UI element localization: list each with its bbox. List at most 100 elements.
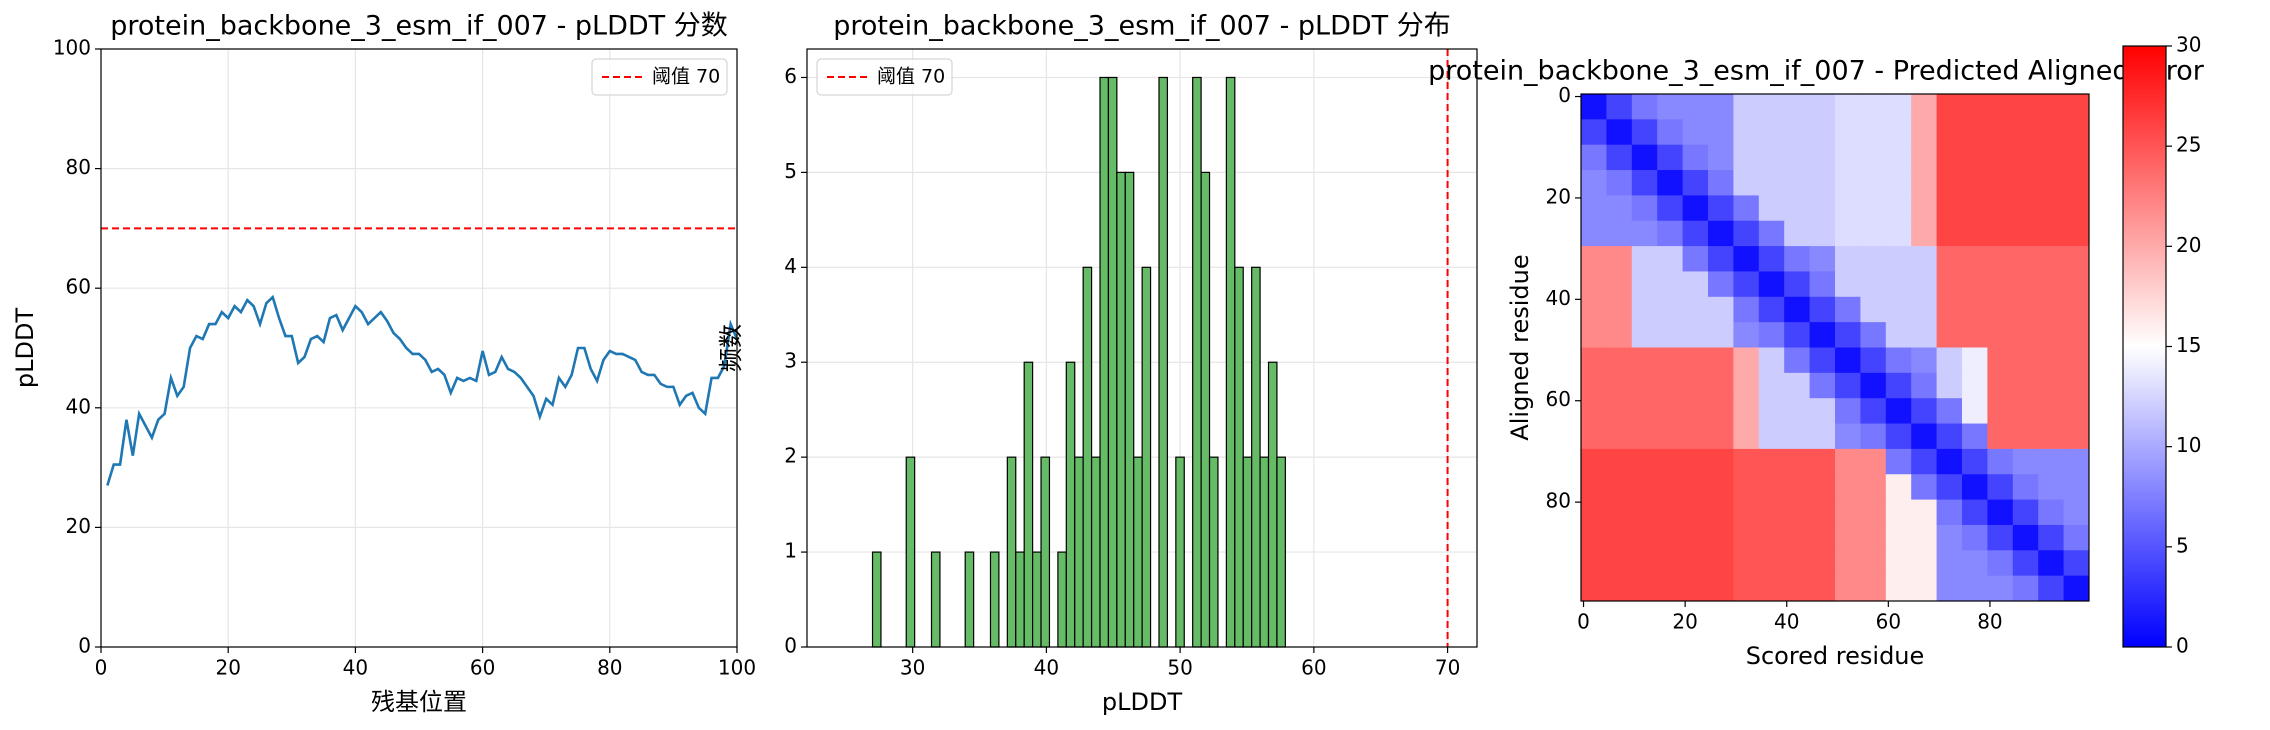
heatmap-cell — [2063, 575, 2090, 602]
heatmap-cell — [1758, 524, 1785, 551]
x-tick-label: 0 — [1577, 610, 1590, 634]
heatmap-cell — [1936, 499, 1963, 526]
x-tick-label: 80 — [597, 656, 622, 680]
heatmap-cell — [1962, 474, 1988, 501]
heatmap-cell — [1581, 448, 1607, 475]
y-tick-label: 0 — [784, 634, 797, 658]
heatmap-cell — [1758, 423, 1785, 450]
heatmap-cell — [2038, 550, 2065, 577]
heatmap-cell — [1758, 550, 1785, 577]
heatmap-cell — [1581, 372, 1607, 399]
heatmap-cell — [1885, 170, 1912, 196]
heatmap-cell — [1657, 119, 1684, 146]
heatmap-cell — [1987, 246, 2014, 272]
y-tick-label: 80 — [1546, 489, 1571, 513]
heatmap-cell — [2038, 524, 2065, 551]
heatmap-cell — [1962, 347, 1988, 374]
heatmap-cell — [1733, 550, 1760, 577]
heatmap-cell — [1936, 322, 1963, 348]
data-line — [106, 294, 739, 486]
histogram-bar — [1006, 456, 1017, 648]
heatmap-cell — [1682, 372, 1709, 399]
heatmap-cell — [1657, 575, 1684, 602]
heatmap-cell — [1682, 271, 1709, 298]
heatmap-cell — [1606, 195, 1633, 222]
heatmap-cell — [1606, 398, 1633, 425]
heatmap-cell — [1784, 322, 1811, 348]
heatmap-cell — [1911, 448, 1938, 475]
histogram-bar — [964, 551, 975, 648]
heatmap-cell — [1682, 322, 1709, 348]
heatmap-cell — [1733, 246, 1760, 272]
heatmap-cell — [1962, 144, 1988, 171]
heatmap-cell — [1809, 296, 1836, 323]
heatmap-cell — [1631, 271, 1658, 298]
heatmap-cell — [1987, 220, 2014, 247]
heatmap-cell — [1835, 474, 1861, 501]
histogram-bar — [1200, 171, 1211, 648]
heatmap-cell — [1758, 575, 1785, 602]
heatmap-cell — [1987, 144, 2014, 171]
heatmap-cell — [1835, 271, 1861, 298]
histogram-bar — [1133, 456, 1143, 648]
heatmap-cell — [1835, 347, 1861, 374]
histogram-bar — [1234, 266, 1244, 648]
heatmap-cell — [1733, 524, 1760, 551]
heatmap-cell — [1682, 296, 1709, 323]
heatmap-cell — [1860, 499, 1887, 526]
heatmap-cell — [2012, 94, 2039, 120]
heatmap-cell — [1911, 575, 1938, 602]
x-tick-label: 50 — [1167, 656, 1192, 680]
heatmap-cell — [1682, 220, 1709, 247]
colorbar-tick-label: 25 — [2176, 133, 2201, 157]
heatmap-cell — [1809, 398, 1836, 425]
y-tick-label: 0 — [78, 634, 91, 658]
heatmap-cell — [1835, 195, 1861, 222]
heatmap-cell — [1809, 372, 1836, 399]
heatmap-cell — [1936, 474, 1963, 501]
heatmap-cell — [1835, 119, 1861, 146]
heatmap-cell — [1809, 524, 1836, 551]
histogram-bar — [1032, 551, 1042, 648]
heatmap-cell — [1885, 246, 1912, 272]
heatmap-cell — [2063, 423, 2090, 450]
heatmap-cell — [1758, 119, 1785, 146]
y-tick-label: 1 — [784, 539, 797, 563]
heatmap-cell — [1911, 220, 1938, 247]
histogram-bar — [1015, 551, 1025, 648]
heatmap-cell — [1708, 322, 1734, 348]
heatmap-cell — [1657, 550, 1684, 577]
x-tick-label: 100 — [718, 656, 756, 680]
heatmap-cell — [2038, 119, 2065, 146]
heatmap-cell — [2063, 296, 2090, 323]
x-tick-label: 60 — [1301, 656, 1326, 680]
heatmap-cell — [2038, 448, 2065, 475]
heatmap-cell — [1809, 448, 1836, 475]
heatmap-cell — [1631, 195, 1658, 222]
heatmap-cell — [1631, 524, 1658, 551]
heatmap-cell — [1987, 271, 2014, 298]
heatmap-cell — [1606, 372, 1633, 399]
heatmap-cell — [1962, 271, 1988, 298]
heatmap-cell — [1708, 144, 1734, 171]
heatmap-cell — [1962, 170, 1988, 196]
heatmap-cell — [1682, 474, 1709, 501]
histogram-bar — [1158, 76, 1169, 648]
heatmap-cell — [1809, 94, 1836, 120]
heatmap-cell — [2038, 144, 2065, 171]
heatmap-cell — [1885, 499, 1912, 526]
heatmap-cell — [1733, 170, 1760, 196]
heatmap-cell — [1708, 575, 1734, 602]
heatmap-cell — [1784, 524, 1811, 551]
y-tick-label: 60 — [66, 275, 91, 299]
heatmap-cell — [1936, 170, 1963, 196]
heatmap-cell — [1911, 550, 1938, 577]
heatmap-cell — [1936, 423, 1963, 450]
heatmap-cell — [1784, 220, 1811, 247]
heatmap-cell — [1657, 322, 1684, 348]
heatmap-cell — [1657, 398, 1684, 425]
heatmap-cell — [1860, 524, 1887, 551]
heatmap-cell — [2063, 474, 2090, 501]
heatmap-cell — [1606, 499, 1633, 526]
heatmap-cell — [1581, 246, 1607, 272]
